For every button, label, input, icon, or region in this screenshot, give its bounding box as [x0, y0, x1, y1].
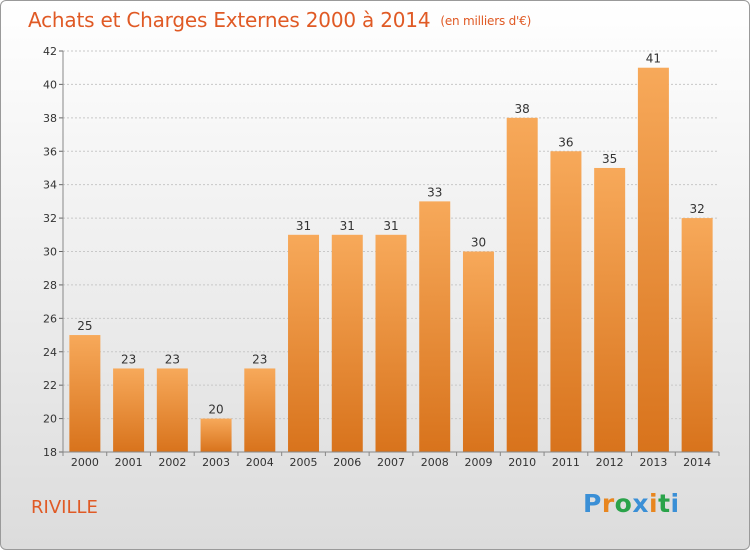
y-tick-label: 30 [43, 246, 57, 259]
bar-value-label: 35 [602, 152, 617, 166]
x-tick-label: 2010 [508, 456, 536, 469]
bar-value-label: 36 [558, 135, 573, 149]
y-tick-label: 32 [43, 212, 57, 225]
y-tick-label: 20 [43, 413, 57, 426]
x-tick-label: 2009 [464, 456, 492, 469]
logo-letter: x [632, 489, 649, 518]
x-tick-label: 2003 [202, 456, 230, 469]
bar-value-label: 23 [165, 352, 180, 366]
chart-title: Achats et Charges Externes 2000 à 2014 (e… [28, 8, 531, 32]
bar-value-label: 31 [296, 219, 311, 233]
bar [462, 251, 494, 452]
x-tick-label: 2014 [683, 456, 711, 469]
proxiti-logo[interactable]: Proxiti [583, 489, 680, 518]
bar-value-label: 25 [77, 319, 92, 333]
x-tick-label: 2000 [71, 456, 99, 469]
logo-letter: t [658, 489, 671, 518]
y-tick-label: 38 [43, 112, 57, 125]
x-tick-label: 2005 [290, 456, 318, 469]
bar-value-label: 23 [121, 352, 136, 366]
x-axis: 2000 2001 2002 2003 2004 2005 2006 2007 2008 2009… [62, 451, 720, 469]
y-tick-label: 28 [43, 279, 57, 292]
y-tick-label: 40 [43, 78, 57, 91]
x-tick-label: 2012 [596, 456, 624, 469]
x-tick-label: 2008 [421, 456, 449, 469]
bar [69, 335, 101, 452]
bar-value-label: 41 [646, 52, 661, 66]
y-tick-label: 22 [43, 379, 57, 392]
x-tick-label: 2006 [333, 456, 361, 469]
bar-value-label: 38 [515, 102, 530, 116]
logo-letter: i [670, 489, 680, 518]
x-tick-label: 2002 [158, 456, 186, 469]
bar-value-label: 31 [340, 219, 355, 233]
x-tick-label: 2001 [115, 456, 143, 469]
logo-letter: i [649, 489, 659, 518]
bar [244, 368, 276, 452]
bar [506, 117, 538, 452]
bar [156, 368, 188, 452]
y-tick-label: 34 [43, 179, 57, 192]
y-tick-label: 24 [43, 346, 57, 359]
bar [419, 201, 451, 452]
bar [331, 234, 363, 452]
bar [200, 418, 232, 452]
y-axis: 18 20 22 24 26 28 30 32 34 36 38 40 42 [43, 45, 64, 459]
bar [550, 151, 582, 452]
bar-value-label: 33 [427, 185, 442, 199]
bars: 25 23 23 20 23 31 31 31 33 30 38 36 35 41 32 [69, 52, 713, 453]
chart-title-text: Achats et Charges Externes 2000 à 2014 [28, 8, 431, 32]
bar-value-label: 32 [689, 202, 704, 216]
bar [113, 368, 145, 452]
bar [637, 67, 669, 452]
bar-value-label: 30 [471, 236, 486, 250]
logo-letter: r [601, 489, 615, 518]
y-tick-label: 18 [43, 446, 57, 459]
bar [681, 218, 713, 452]
bar-value-label: 23 [252, 352, 267, 366]
y-tick-label: 26 [43, 312, 57, 325]
logo-letter: P [583, 489, 602, 518]
x-tick-label: 2007 [377, 456, 405, 469]
bar [594, 167, 626, 453]
bar-value-label: 31 [383, 219, 398, 233]
town-name: RIVILLE [31, 497, 98, 518]
x-tick-label: 2013 [639, 456, 667, 469]
bar [375, 234, 407, 452]
bar [288, 234, 320, 452]
y-tick-label: 36 [43, 145, 57, 158]
x-tick-label: 2011 [552, 456, 580, 469]
chart-unit: (en milliers d'€) [440, 14, 532, 28]
bar-value-label: 20 [208, 403, 223, 417]
logo-letter: o [614, 489, 633, 518]
x-tick-label: 2004 [246, 456, 274, 469]
y-tick-label: 42 [43, 45, 57, 58]
